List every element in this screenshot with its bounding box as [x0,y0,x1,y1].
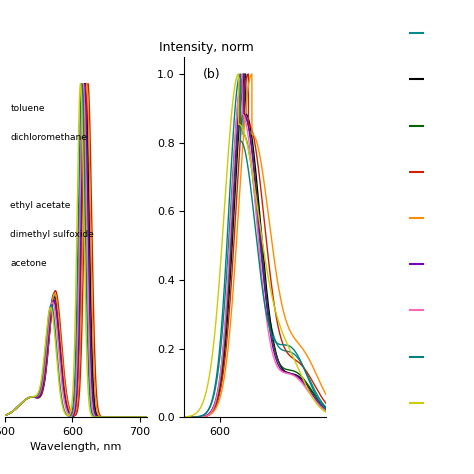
Text: acetone: acetone [10,259,47,268]
Text: ethyl acetate: ethyl acetate [10,201,71,210]
X-axis label: Wavelength, nm: Wavelength, nm [30,442,121,452]
Text: Intensity, norm: Intensity, norm [159,41,254,55]
Text: (b): (b) [203,68,220,81]
Text: dimethyl sulfoxide: dimethyl sulfoxide [10,230,94,239]
Text: toluene: toluene [10,104,45,113]
Text: dichloromethane: dichloromethane [10,133,87,142]
